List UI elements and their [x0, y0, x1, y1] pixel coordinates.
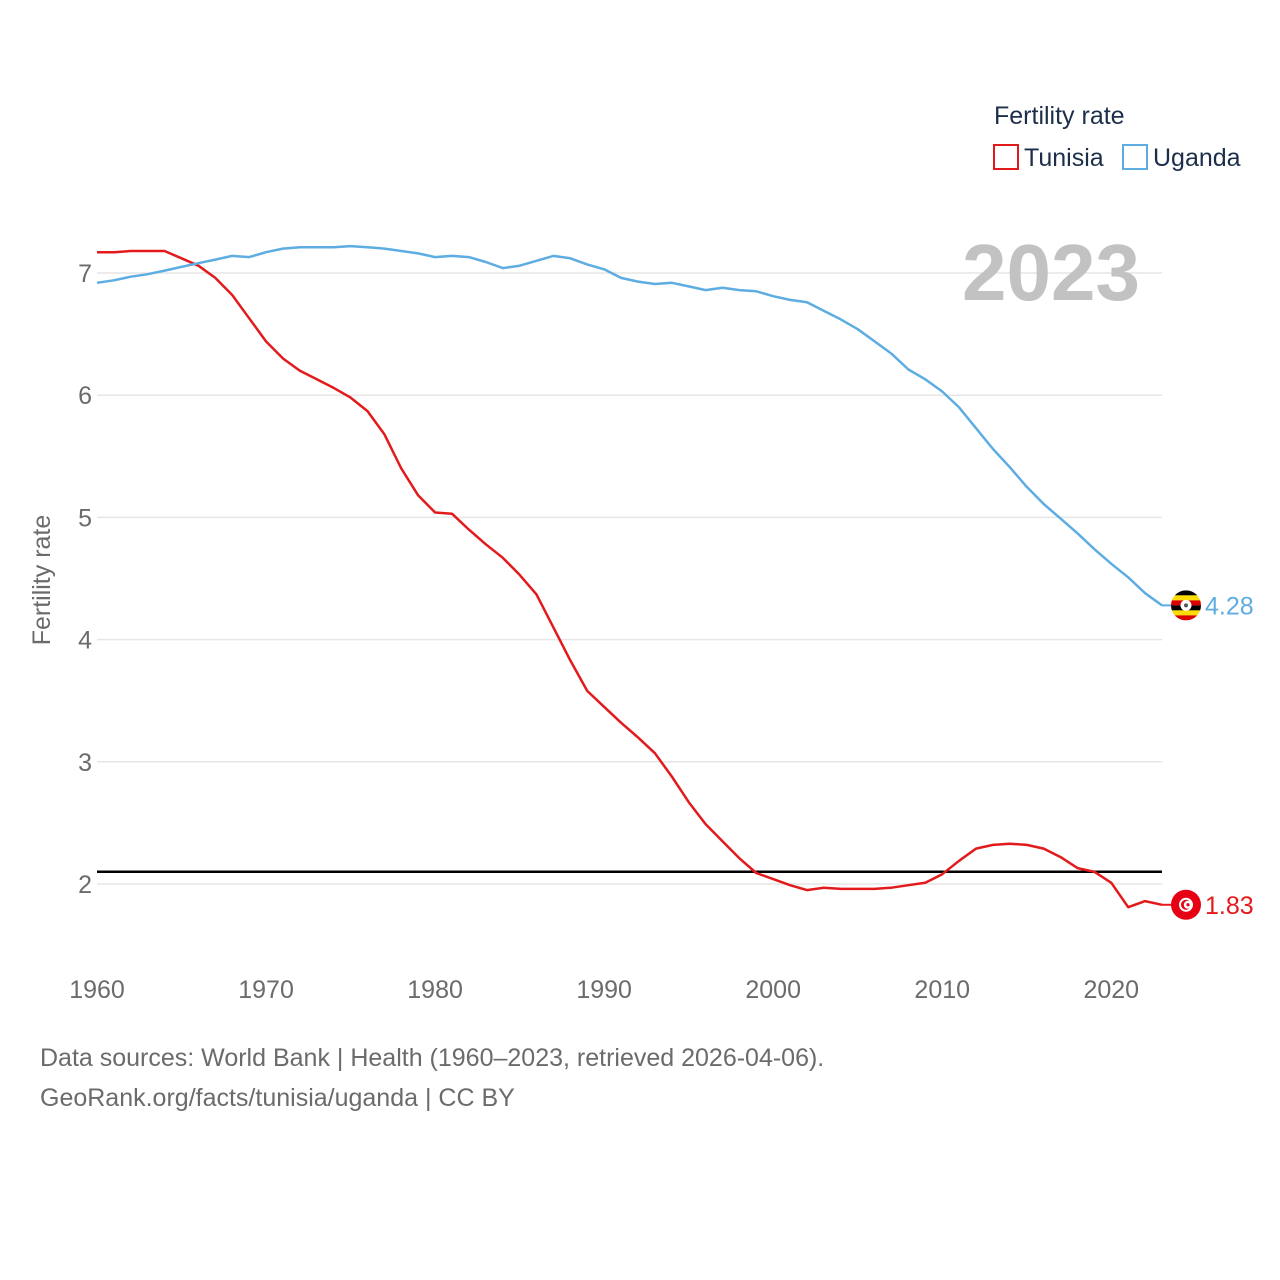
end-value-label-tunisia: 1.83	[1205, 892, 1254, 920]
attribution-link[interactable]: GeoRank.org/facts/tunisia/uganda | CC BY	[40, 1084, 515, 1112]
series-line-tunisia[interactable]	[97, 249, 1163, 909]
y-tick-label: 5	[78, 504, 92, 532]
year-watermark: 2023	[962, 228, 1140, 317]
x-tick-label: 1990	[576, 976, 632, 1004]
uganda-flag-icon	[1171, 590, 1201, 621]
legend-item-tunisia[interactable]: Tunisia	[993, 144, 1104, 172]
grid-lines	[97, 272, 1162, 885]
legend-label-tunisia: Tunisia	[1024, 144, 1104, 172]
series-lines	[96, 244, 1163, 909]
x-tick-label: 1970	[238, 976, 294, 1004]
y-tick-label: 4	[78, 627, 92, 655]
x-tick-label: 2010	[914, 976, 970, 1004]
legend-swatch-tunisia	[993, 144, 1019, 170]
x-axis-ticks: 1960 1970 1980 1990 2000 2010 2020	[69, 976, 1139, 1004]
y-tick-label: 3	[78, 749, 92, 777]
x-tick-label: 1960	[69, 976, 125, 1004]
x-tick-label: 1980	[407, 976, 463, 1004]
end-value-label-uganda: 4.28	[1205, 592, 1254, 620]
y-tick-label: 6	[78, 382, 92, 410]
y-tick-label: 7	[78, 260, 92, 288]
legend: Fertility rate Tunisia Uganda	[993, 102, 1241, 172]
data-source-note: Data sources: World Bank | Health (1960–…	[40, 1044, 825, 1072]
series-line-uganda[interactable]	[96, 244, 1163, 607]
x-tick-label: 2000	[745, 976, 801, 1004]
tunisia-flag-icon	[1171, 889, 1201, 920]
legend-swatch-uganda	[1122, 144, 1148, 170]
legend-title: Fertility rate	[994, 102, 1125, 130]
x-tick-label: 2020	[1083, 976, 1139, 1004]
series-endpoints: 1.83 4.28	[1162, 590, 1254, 920]
y-axis-ticks: 2 3 4 5 6 7	[78, 260, 92, 899]
y-tick-label: 2	[78, 871, 92, 899]
y-axis-label: Fertility rate	[28, 515, 56, 646]
legend-label-uganda: Uganda	[1153, 144, 1241, 172]
legend-item-uganda[interactable]: Uganda	[1122, 144, 1241, 172]
